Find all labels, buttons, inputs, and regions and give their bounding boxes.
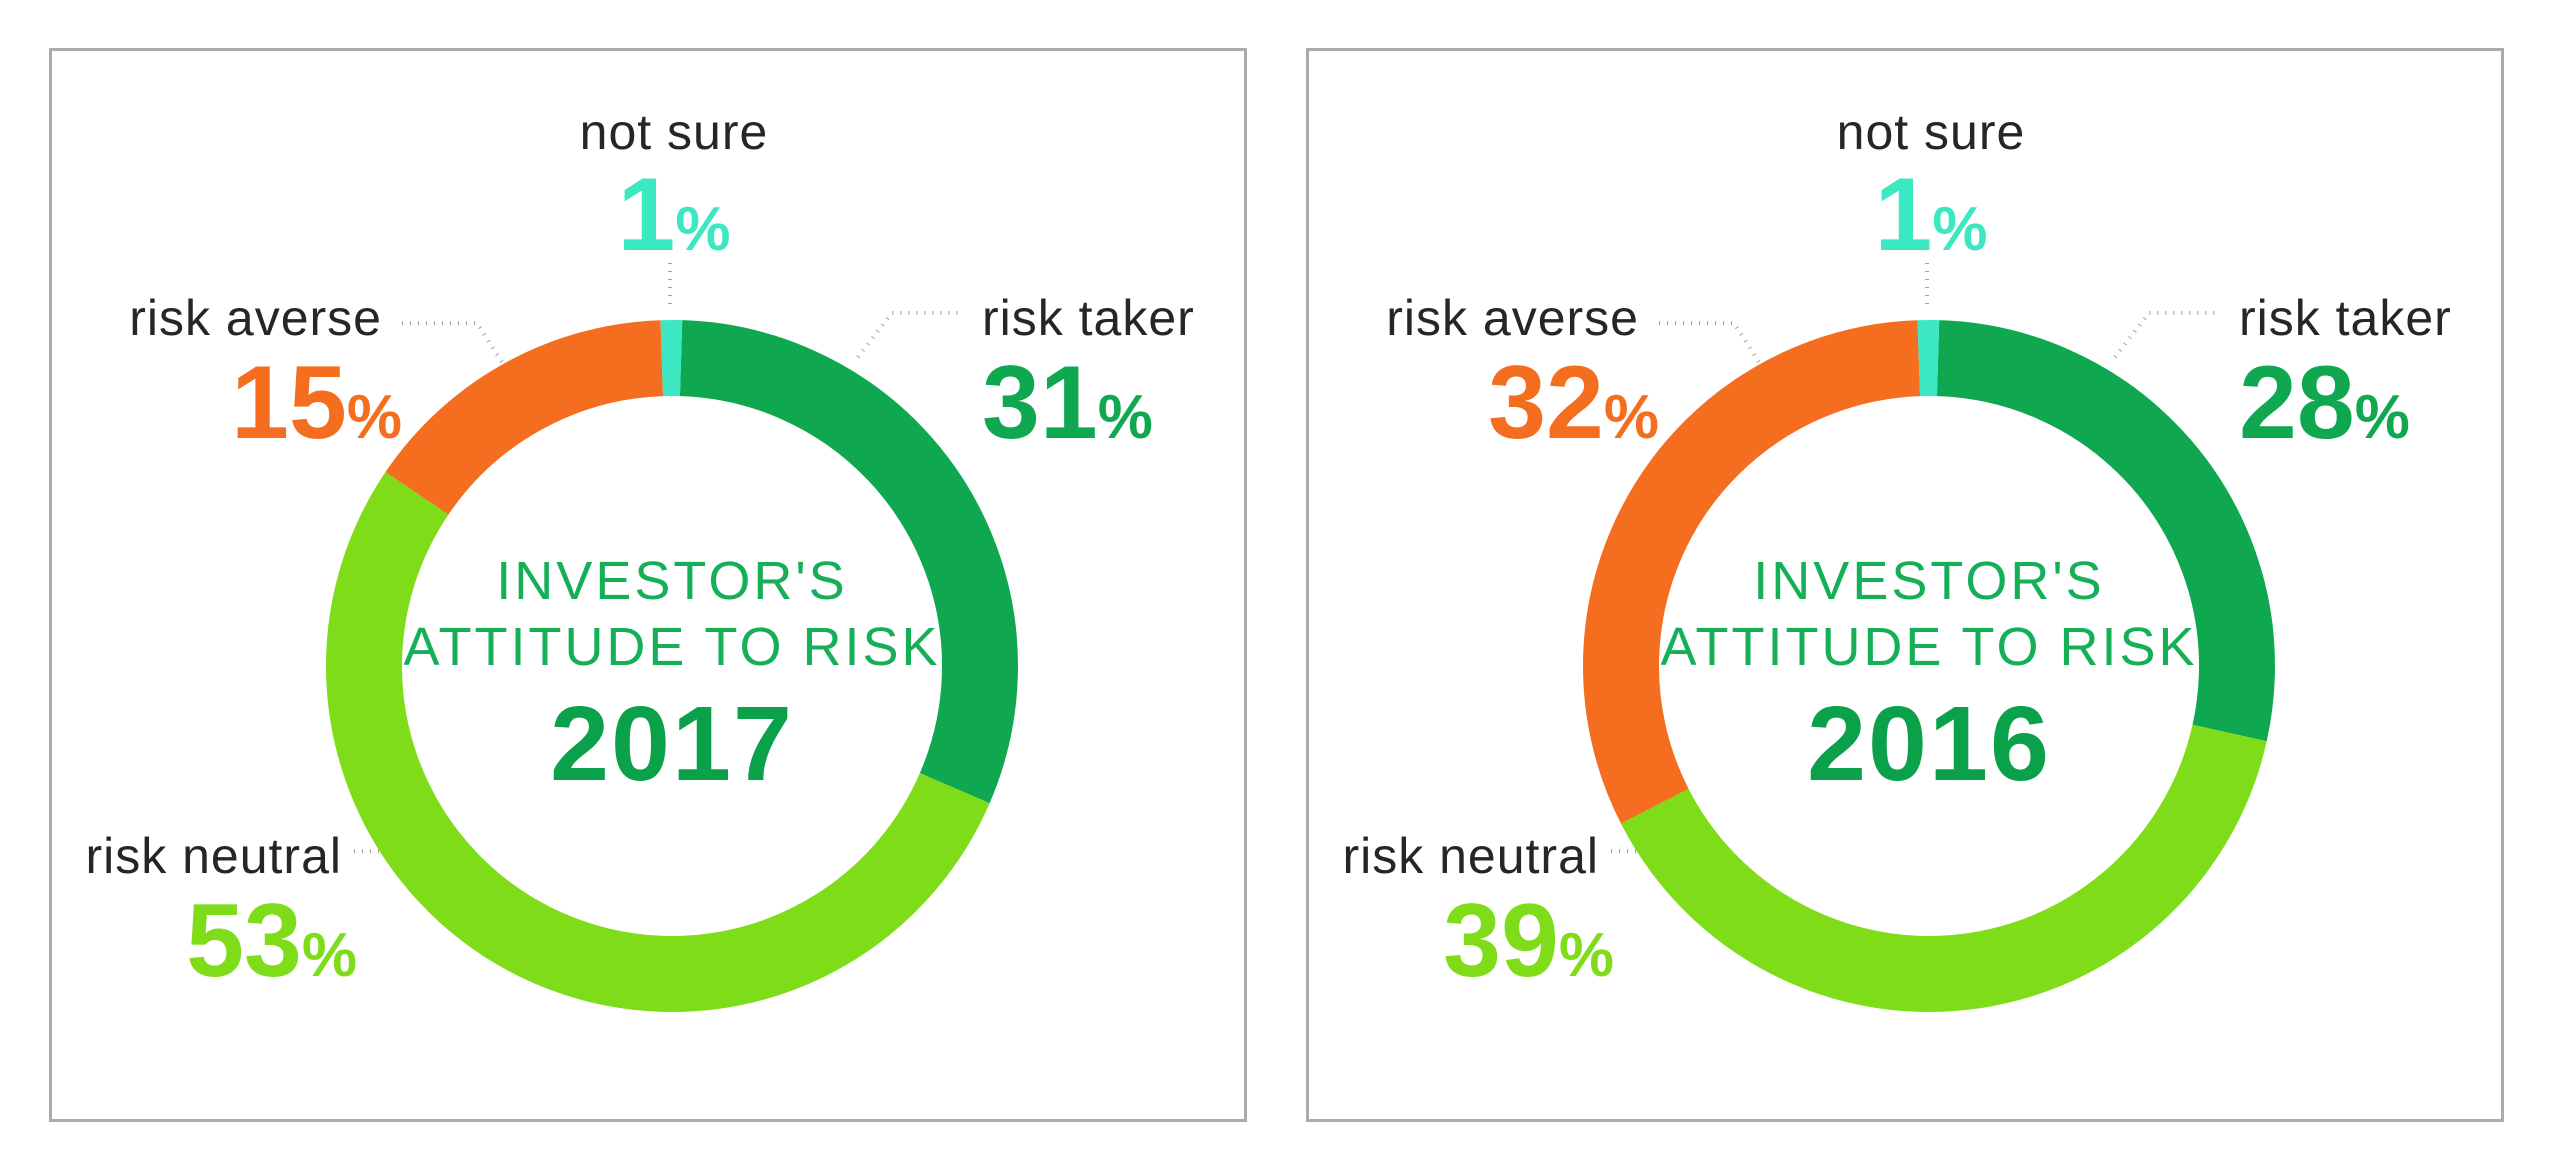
risk-taker-label: risk taker [982,290,1195,346]
chart-panel-2017: not sure 1% risk averse 15% risk taker 3… [49,48,1247,1122]
center-title-line2: ATTITUDE TO RISK [403,616,941,677]
risk-taker-value: 28% [2239,351,2560,455]
leader-lines-2016 [1611,263,2217,853]
risk-taker-value: 31% [982,351,1322,455]
risk-neutral-label: risk neutral [1342,828,1599,884]
risk-averse-number: 32 [1488,345,1604,461]
leader-risk-averse [1659,321,1773,383]
not-sure-number: 1 [617,157,676,273]
donut-center-title-2017: INVESTOR'S ATTITUDE TO RISK 2017 [342,549,1002,800]
not-sure-percent-sign: % [675,195,731,264]
center-year: 2017 [550,684,794,803]
not-sure-label: not sure [579,104,769,160]
risk-neutral-value: 39% [1309,889,1614,993]
risk-taker-label: risk taker [2239,290,2452,346]
risk-averse-number: 15 [231,345,347,461]
chart-panel-2016: not sure 1% risk averse 32% risk taker 2… [1306,48,2504,1122]
center-title-line1: INVESTOR'S [496,551,848,611]
donut-segment-risk-neutral [326,320,1018,1012]
risk-neutral-number: 39 [1443,883,1559,999]
risk-neutral-number: 53 [186,883,302,999]
not-sure-percent-sign: % [1932,195,1988,264]
donut-center-title-2016: INVESTOR'S ATTITUDE TO RISK 2016 [1599,549,2259,800]
donut-segment-risk-neutral [1583,320,2275,1012]
center-title-line1: INVESTOR'S [1753,551,2105,611]
donut-chart-2016 [1583,320,2275,1012]
not-sure-value: 1% [1721,163,2141,267]
risk-taker-number: 28 [2239,345,2355,461]
center-title-line2: ATTITUDE TO RISK [1660,616,2198,677]
not-sure-number: 1 [1874,157,1933,273]
center-year: 2016 [1807,684,2051,803]
risk-averse-percent-sign: % [346,383,402,452]
risk-averse-value: 32% [1329,351,1659,455]
risk-neutral-percent-sign: % [301,921,357,990]
donut-chart-2017 [326,320,1018,1012]
donut-segment-risk-taker [326,320,1018,1012]
leader-risk-averse [402,321,516,383]
risk-averse-label: risk averse [1386,290,1639,346]
donut-segment-risk-averse [1583,320,2275,1012]
risk-taker-percent-sign: % [1097,383,1153,452]
not-sure-label: not sure [1836,104,2026,160]
risk-averse-label: risk averse [129,290,382,346]
risk-neutral-value: 53% [52,889,357,993]
leader-lines-2017 [354,263,960,853]
risk-averse-value: 15% [72,351,402,455]
not-sure-value: 1% [464,163,884,267]
risk-averse-percent-sign: % [1603,383,1659,452]
risk-neutral-label: risk neutral [85,828,342,884]
risk-taker-percent-sign: % [2354,383,2410,452]
donut-segment-risk-taker [1583,320,2275,1012]
risk-taker-number: 31 [982,345,1098,461]
risk-neutral-percent-sign: % [1558,921,1614,990]
